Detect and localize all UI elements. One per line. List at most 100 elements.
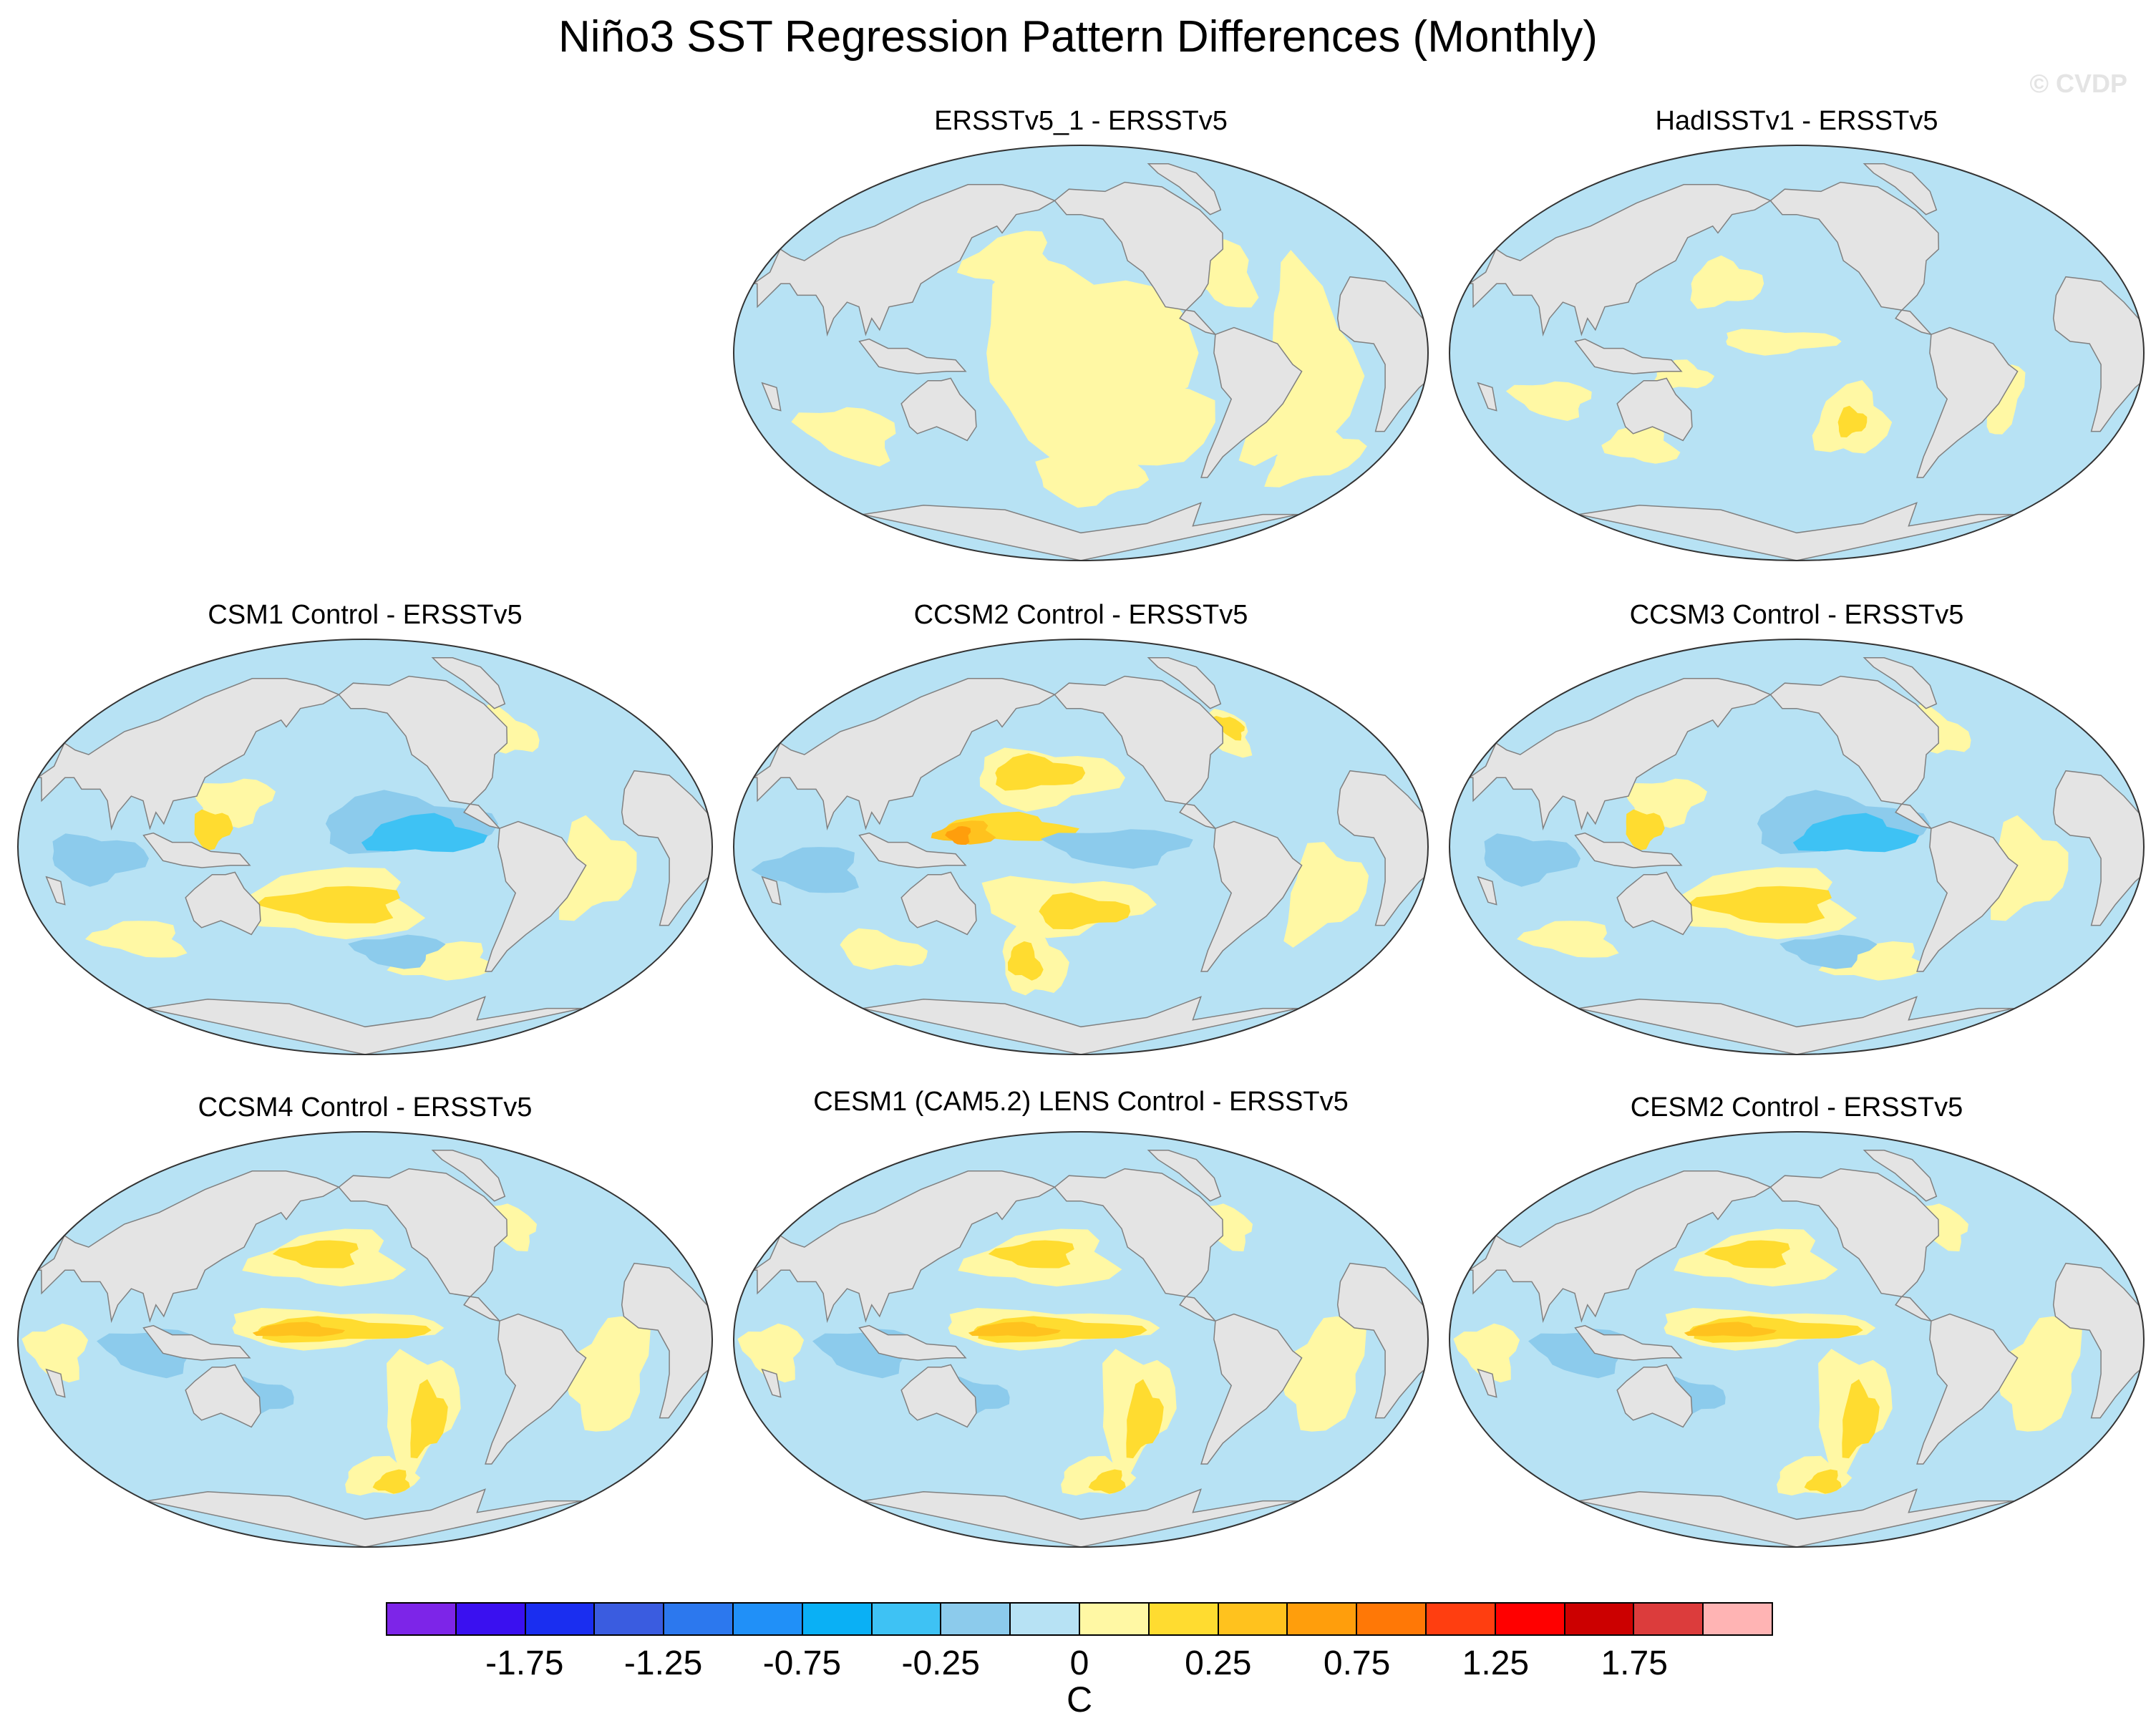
map-border (1449, 639, 2145, 1055)
panel-ccsm3: CCSM3 Control - ERSSTv5 (1446, 601, 2147, 1060)
map-border (1449, 145, 2145, 561)
colorbar-tick-label: -1.75 (485, 1644, 564, 1682)
colorbar-box (387, 1604, 457, 1634)
colorbar-box (1149, 1604, 1219, 1634)
landmass (1200, 1313, 1303, 1465)
landmass (863, 1488, 1298, 1547)
landmass (1200, 326, 1303, 478)
panel-erss-tv5-1: ERSSTv5_1 - ERSSTv5 (730, 107, 1432, 566)
landmass (900, 1364, 977, 1428)
colorbar-box (872, 1604, 942, 1634)
landmass (1336, 276, 1428, 432)
map-border (733, 639, 1429, 1055)
figure-title: Niño3 SST Regression Pattern Differences… (558, 12, 1598, 62)
anomaly-region (1995, 1316, 2082, 1432)
panel-title: CCSM3 Control - ERSSTv5 (1629, 600, 1964, 630)
landmass (1467, 678, 1772, 831)
colorbar-box (595, 1604, 665, 1634)
anomaly-region (1684, 1322, 1777, 1337)
landmass (1147, 1150, 1222, 1202)
anomaly-region (348, 934, 446, 969)
anomaly-region (1088, 1469, 1126, 1494)
colorbar-box (456, 1604, 526, 1634)
anomaly-region (1279, 1316, 1366, 1432)
anomaly-region (1792, 813, 1920, 853)
colorbar-tick-label: 0 (1069, 1644, 1089, 1682)
panel-title: CCSM2 Control - ERSSTv5 (913, 600, 1248, 630)
anomaly-region (945, 826, 971, 845)
colorbar-box (941, 1604, 1011, 1634)
landmass (147, 1488, 583, 1547)
landmass (431, 657, 506, 709)
anomaly-region (1704, 1240, 1790, 1269)
panel-title: CCSM4 Control - ERSSTv5 (198, 1092, 533, 1123)
anomaly-region (1040, 829, 1193, 869)
landmass (147, 996, 583, 1054)
landmass (1477, 382, 1497, 412)
panel-ccsm2: CCSM2 Control - ERSSTv5 (730, 601, 1432, 1060)
landmass (1616, 1364, 1693, 1428)
landmass (1147, 163, 1222, 215)
anomaly-region (256, 886, 400, 923)
colorbar-tick-label: 0.75 (1323, 1644, 1391, 1682)
colorbar-box (1426, 1604, 1496, 1634)
landmass (142, 832, 251, 868)
landmass (1863, 163, 1938, 215)
landmass (752, 1170, 1057, 1324)
colorbar-tick-label: 1.75 (1601, 1644, 1668, 1682)
anomaly-region (1126, 1379, 1164, 1459)
anomaly-region (563, 1316, 651, 1432)
anomaly-region (968, 1322, 1062, 1337)
landmass (858, 832, 967, 868)
anomaly-region (751, 847, 859, 893)
landmass (863, 996, 1298, 1054)
landmass (1916, 1313, 2019, 1465)
landmass (1467, 1170, 1772, 1324)
colorbar-box (1218, 1604, 1288, 1634)
colorbar-tick-label: -1.25 (623, 1644, 703, 1682)
landmass (338, 1168, 508, 1322)
colorbar-units: C (1066, 1679, 1093, 1720)
panel-cesm2: CESM2 Control - ERSSTv5 (1446, 1094, 2147, 1552)
anomaly-region (1453, 1323, 1520, 1383)
landmass (1616, 377, 1693, 442)
map-border (17, 1131, 713, 1548)
landmass (1054, 1168, 1224, 1322)
panel-cesm1-lens: CESM1 (CAM5.2) LENS Control - ERSSTv5 (730, 1088, 1432, 1548)
landmass (1578, 502, 2014, 561)
map-border (733, 1131, 1429, 1548)
map-plot (733, 1131, 1429, 1548)
landmass (1147, 657, 1222, 709)
colorbar-box (1565, 1604, 1635, 1634)
landmass (338, 675, 508, 830)
landmass (863, 502, 1298, 561)
colorbar-box (1357, 1604, 1427, 1634)
colorbar-tick-label: -0.25 (901, 1644, 980, 1682)
anomaly-region (1517, 921, 1619, 958)
anomaly-region (737, 1323, 805, 1383)
landmass (1916, 326, 2019, 478)
landmass (485, 1313, 587, 1465)
colorbar-tick-label: 1.25 (1462, 1644, 1530, 1682)
landmass (1769, 181, 1940, 336)
panel-ccsm4: CCSM4 Control - ERSSTv5 (14, 1094, 716, 1552)
anomaly-region (1991, 815, 2069, 921)
landmass (45, 876, 66, 906)
anomaly-region (52, 833, 149, 887)
colorbar-box (1495, 1604, 1565, 1634)
landmass (761, 382, 782, 412)
colorbar (386, 1602, 1773, 1636)
landmass (485, 820, 587, 972)
landmass (185, 1364, 261, 1428)
landmass (900, 871, 977, 936)
map-plot (733, 639, 1429, 1055)
anomaly-region (410, 1379, 448, 1459)
landmass (1769, 675, 1940, 830)
anomaly-region (1690, 255, 1764, 309)
anomaly-region (387, 941, 494, 981)
landmass (1769, 1168, 1940, 1322)
anomaly-region (272, 1240, 359, 1269)
anomaly-region (1212, 716, 1245, 741)
panel-title: HadISSTv1 - ERSSTv5 (1655, 106, 1938, 136)
anomaly-region (1818, 941, 1926, 981)
